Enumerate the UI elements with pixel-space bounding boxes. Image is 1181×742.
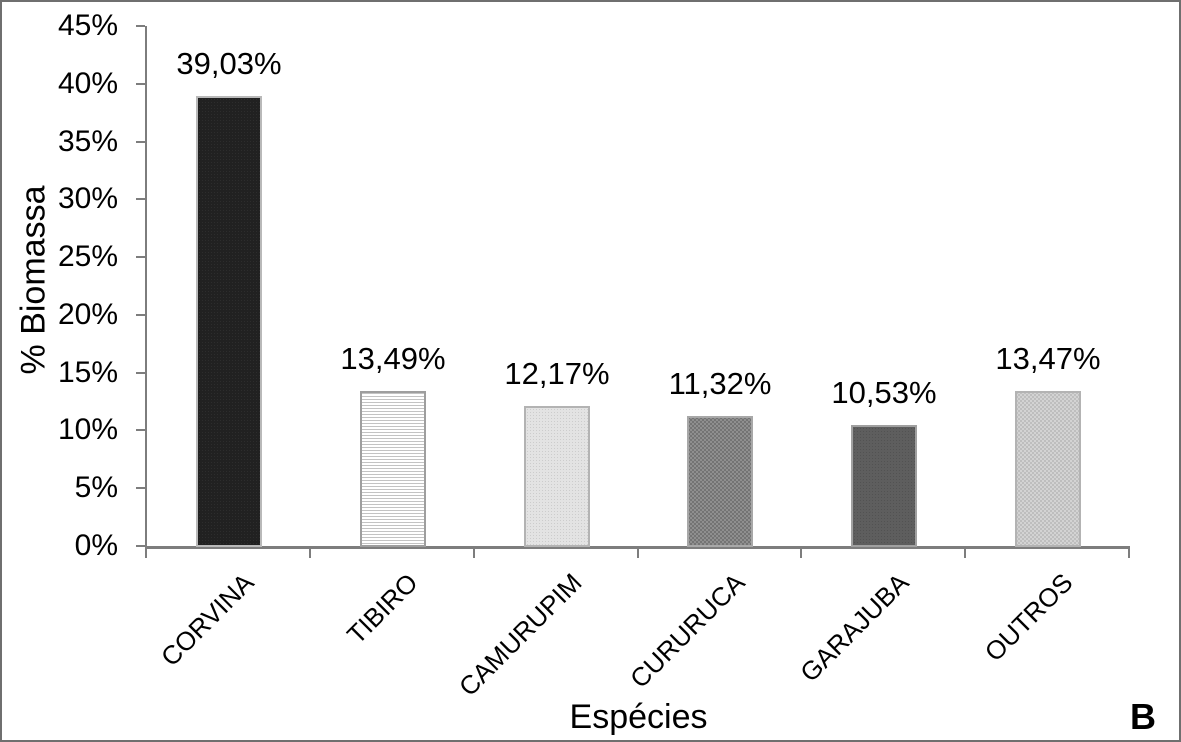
bar-value-label-outros: 13,47% (995, 341, 1101, 376)
y-tick (136, 487, 145, 489)
bar-value-label-corvina: 39,03% (176, 46, 282, 81)
y-tick-label: 35% (57, 125, 118, 158)
y-tick (136, 256, 145, 258)
y-tick-label: 0% (74, 529, 118, 562)
y-tick-label: 45% (57, 9, 118, 42)
y-tick (136, 314, 145, 316)
x-tick (473, 546, 475, 558)
bar-value-label-camurupim: 12,17% (504, 356, 610, 391)
x-tick (309, 546, 311, 558)
y-tick (136, 25, 145, 27)
y-tick (136, 545, 145, 547)
bar-cururuca (687, 416, 753, 547)
y-tick (136, 83, 145, 85)
bar-garajuba (851, 425, 917, 547)
y-tick-label: 15% (57, 356, 118, 389)
y-tick (136, 372, 145, 374)
x-tick (964, 546, 966, 558)
bar-outros (1015, 391, 1081, 547)
x-tick (637, 546, 639, 558)
y-tick-label: 30% (57, 182, 118, 215)
x-tick (800, 546, 802, 558)
bar-value-label-cururuca: 11,32% (668, 366, 772, 401)
y-tick (136, 198, 145, 200)
bar-value-label-tibiro: 13,49% (340, 341, 446, 376)
bar-value-label-garajuba: 10,53% (831, 375, 937, 410)
y-tick-label: 10% (57, 413, 118, 446)
x-axis-title: Espécies (569, 698, 708, 736)
bar-camurupim (524, 406, 590, 547)
figure-label: B (1130, 696, 1156, 737)
y-tick-label: 20% (57, 298, 118, 331)
x-tick (1128, 546, 1130, 558)
bar-tibiro (360, 391, 426, 547)
y-tick-label: 25% (57, 240, 118, 273)
y-tick (136, 141, 145, 143)
y-tick (136, 429, 145, 431)
y-tick-label: 5% (74, 471, 118, 504)
y-tick-label: 40% (57, 67, 118, 100)
y-axis-line (145, 26, 147, 548)
y-axis-title: % Biomassa (14, 185, 53, 375)
x-tick (145, 546, 147, 558)
bar-corvina (196, 96, 262, 547)
